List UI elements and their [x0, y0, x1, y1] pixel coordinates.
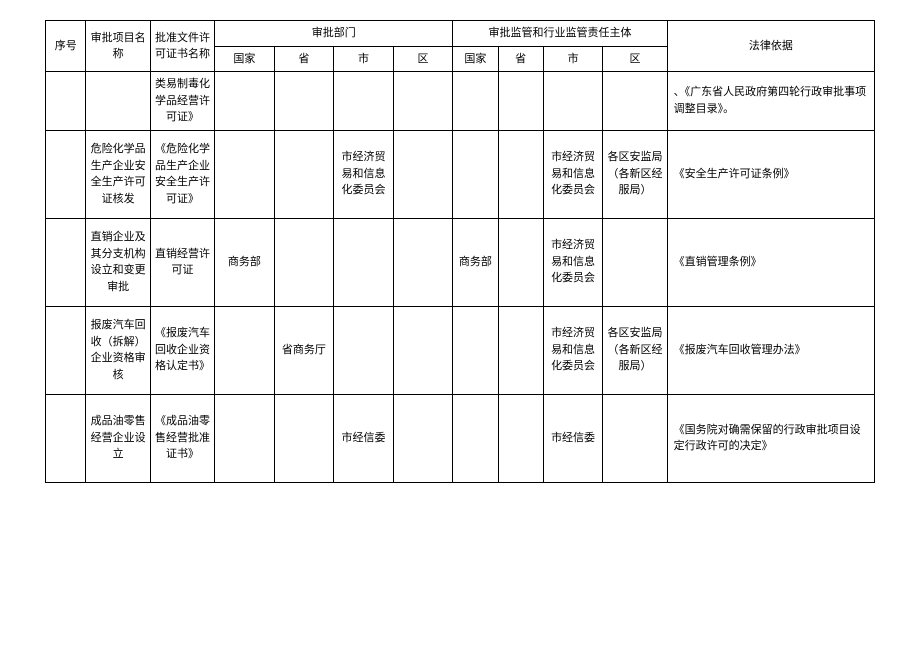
cell-seq	[46, 72, 86, 131]
cell-law: 、《广东省人民政府第四轮行政审批事项调整目录》。	[667, 72, 874, 131]
cell-seq	[46, 218, 86, 306]
cell-dept-city	[334, 306, 394, 394]
cell-dept-prov	[274, 394, 334, 482]
cell-sup-prov	[498, 394, 543, 482]
header-dept-nation: 国家	[215, 46, 275, 72]
cell-dept-city	[334, 218, 394, 306]
cell-dept-city	[334, 72, 394, 131]
header-law: 法律依据	[667, 21, 874, 72]
header-sup-city: 市	[543, 46, 603, 72]
cell-sup-city: 市经济贸易和信息化委员会	[543, 306, 603, 394]
cell-dept-nat	[215, 306, 275, 394]
cell-sup-dist: 各区安监局（各新区经服局）	[603, 130, 667, 218]
cell-sup-prov	[498, 72, 543, 131]
header-cert-name: 批准文件许可证书名称	[150, 21, 214, 72]
cell-cert: 《报废汽车回收企业资格认定书》	[150, 306, 214, 394]
header-dept-city: 市	[334, 46, 394, 72]
cell-dept-dist	[393, 218, 453, 306]
cell-dept-dist	[393, 130, 453, 218]
cell-sup-dist	[603, 72, 667, 131]
cell-name: 成品油零售经营企业设立	[86, 394, 150, 482]
header-dept-group: 审批部门	[215, 21, 453, 47]
cell-name: 危险化学品生产企业安全生产许可证核发	[86, 130, 150, 218]
cell-law: 《安全生产许可证条例》	[667, 130, 874, 218]
cell-dept-prov	[274, 72, 334, 131]
cell-sup-dist	[603, 394, 667, 482]
cell-seq	[46, 394, 86, 482]
header-sup-province: 省	[498, 46, 543, 72]
cell-dept-prov: 省商务厅	[274, 306, 334, 394]
table-row: 报废汽车回收（拆解）企业资格审核 《报废汽车回收企业资格认定书》 省商务厅 市经…	[46, 306, 875, 394]
table-row: 直销企业及其分支机构设立和变更审批 直销经营许可证 商务部 商务部 市经济贸易和…	[46, 218, 875, 306]
cell-name: 直销企业及其分支机构设立和变更审批	[86, 218, 150, 306]
cell-seq	[46, 306, 86, 394]
cell-cert: 类易制毒化学品经营许可证》	[150, 72, 214, 131]
cell-dept-city: 市经济贸易和信息化委员会	[334, 130, 394, 218]
cell-dept-dist	[393, 72, 453, 131]
header-sup-nation: 国家	[453, 46, 498, 72]
header-project-name: 审批项目名称	[86, 21, 150, 72]
cell-dept-dist	[393, 394, 453, 482]
cell-name	[86, 72, 150, 131]
table-row: 成品油零售经营企业设立 《成品油零售经营批准证书》 市经信委 市经信委 《国务院…	[46, 394, 875, 482]
cell-name: 报废汽车回收（拆解）企业资格审核	[86, 306, 150, 394]
header-seq: 序号	[46, 21, 86, 72]
cell-sup-prov	[498, 130, 543, 218]
cell-sup-city	[543, 72, 603, 131]
cell-sup-prov	[498, 306, 543, 394]
cell-sup-nat	[453, 306, 498, 394]
cell-law: 《国务院对确需保留的行政审批项目设定行政许可的决定》	[667, 394, 874, 482]
cell-sup-prov	[498, 218, 543, 306]
cell-seq	[46, 130, 86, 218]
cell-law: 《报废汽车回收管理办法》	[667, 306, 874, 394]
cell-law: 《直销管理条例》	[667, 218, 874, 306]
table-row: 危险化学品生产企业安全生产许可证核发 《危险化学品生产企业安全生产许可证》 市经…	[46, 130, 875, 218]
cell-dept-city: 市经信委	[334, 394, 394, 482]
cell-dept-nat	[215, 394, 275, 482]
header-dept-province: 省	[274, 46, 334, 72]
cell-dept-nat	[215, 130, 275, 218]
cell-sup-dist	[603, 218, 667, 306]
cell-dept-nat	[215, 72, 275, 131]
cell-dept-prov	[274, 130, 334, 218]
cell-dept-dist	[393, 306, 453, 394]
cell-sup-city: 市经济贸易和信息化委员会	[543, 218, 603, 306]
header-dept-district: 区	[393, 46, 453, 72]
cell-sup-nat: 商务部	[453, 218, 498, 306]
cell-sup-dist: 各区安监局（各新区经服局）	[603, 306, 667, 394]
cell-sup-nat	[453, 394, 498, 482]
cell-sup-city: 市经济贸易和信息化委员会	[543, 130, 603, 218]
table-header: 序号 审批项目名称 批准文件许可证书名称 审批部门 审批监管和行业监管责任主体 …	[46, 21, 875, 72]
header-sup-group: 审批监管和行业监管责任主体	[453, 21, 667, 47]
cell-cert: 《成品油零售经营批准证书》	[150, 394, 214, 482]
cell-sup-nat	[453, 130, 498, 218]
cell-sup-nat	[453, 72, 498, 131]
table-body: 类易制毒化学品经营许可证》 、《广东省人民政府第四轮行政审批事项调整目录》。 危…	[46, 72, 875, 483]
cell-cert: 《危险化学品生产企业安全生产许可证》	[150, 130, 214, 218]
table-row: 类易制毒化学品经营许可证》 、《广东省人民政府第四轮行政审批事项调整目录》。	[46, 72, 875, 131]
cell-cert: 直销经营许可证	[150, 218, 214, 306]
cell-dept-nat: 商务部	[215, 218, 275, 306]
cell-dept-prov	[274, 218, 334, 306]
cell-sup-city: 市经信委	[543, 394, 603, 482]
header-sup-district: 区	[603, 46, 667, 72]
approval-table: 序号 审批项目名称 批准文件许可证书名称 审批部门 审批监管和行业监管责任主体 …	[45, 20, 875, 483]
